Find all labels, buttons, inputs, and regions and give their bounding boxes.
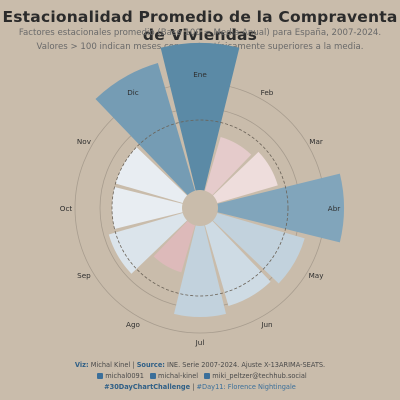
github-handle[interactable]: michal0091 bbox=[105, 372, 144, 380]
github-icon bbox=[97, 373, 104, 379]
bar-feb bbox=[205, 136, 252, 196]
challenge-hashtag[interactable]: #30DayChartChallenge bbox=[104, 383, 191, 391]
reference-circle bbox=[111, 119, 289, 297]
linkedin-icon bbox=[150, 373, 157, 379]
month-label-may: May bbox=[309, 271, 325, 280]
bar-abr bbox=[217, 173, 345, 243]
month-label-ago: Ago bbox=[126, 320, 140, 329]
bar-oct bbox=[112, 187, 183, 229]
month-label-abr: Abr bbox=[328, 204, 340, 213]
bar-ene bbox=[160, 43, 240, 191]
bar-nov bbox=[115, 147, 188, 203]
month-label-jun: Jun bbox=[260, 320, 272, 329]
mastodon-handle[interactable]: miki_peltzer@techhub.social bbox=[212, 372, 307, 380]
bar-jul bbox=[173, 225, 227, 318]
bar-may bbox=[212, 213, 305, 284]
month-label-ene: Ene bbox=[193, 70, 207, 79]
bar-dic bbox=[95, 62, 195, 196]
day-hashtag[interactable]: #Day11: Florence Nightingale bbox=[196, 383, 296, 391]
bar-ago bbox=[153, 220, 195, 273]
linkedin-handle[interactable]: michal-kinel bbox=[158, 372, 199, 380]
viz-author: Michal Kinel bbox=[90, 361, 131, 369]
month-label-mar: Mar bbox=[309, 137, 323, 146]
viz-label: Viz: bbox=[74, 361, 89, 369]
chart-subtitle-1: Factores estacionales promedio (Base 100… bbox=[18, 28, 382, 38]
month-label-sep: Sep bbox=[77, 271, 91, 280]
month-label-feb: Feb bbox=[261, 88, 274, 97]
mastodon-icon bbox=[204, 373, 211, 379]
month-label-nov: Nov bbox=[77, 137, 92, 146]
caption-separator: | bbox=[132, 361, 135, 369]
caption-credits: Viz: Michal Kinel | Source: INE. Serie 2… bbox=[0, 361, 400, 369]
caption-challenge: #30DayChartChallenge | #Day11: Florence … bbox=[0, 383, 400, 391]
caption-social: michal0091 michal-kinel miki_peltzer@tec… bbox=[0, 372, 400, 380]
month-label-jul: Jul bbox=[195, 338, 205, 347]
bar-mar bbox=[212, 151, 278, 203]
month-label-dic: Dic bbox=[127, 88, 139, 97]
bar-jun bbox=[205, 220, 271, 306]
month-label-oct: Oct bbox=[60, 204, 73, 213]
source-label: Source: bbox=[136, 361, 165, 369]
center-hole bbox=[183, 191, 217, 225]
caption-separator-2: | bbox=[192, 383, 195, 391]
source-text: INE. Serie 2007-2024. Ajuste X-13ARIMA-S… bbox=[167, 361, 326, 369]
chart-title: Estacionalidad Promedio de la Compravent… bbox=[2, 8, 398, 44]
